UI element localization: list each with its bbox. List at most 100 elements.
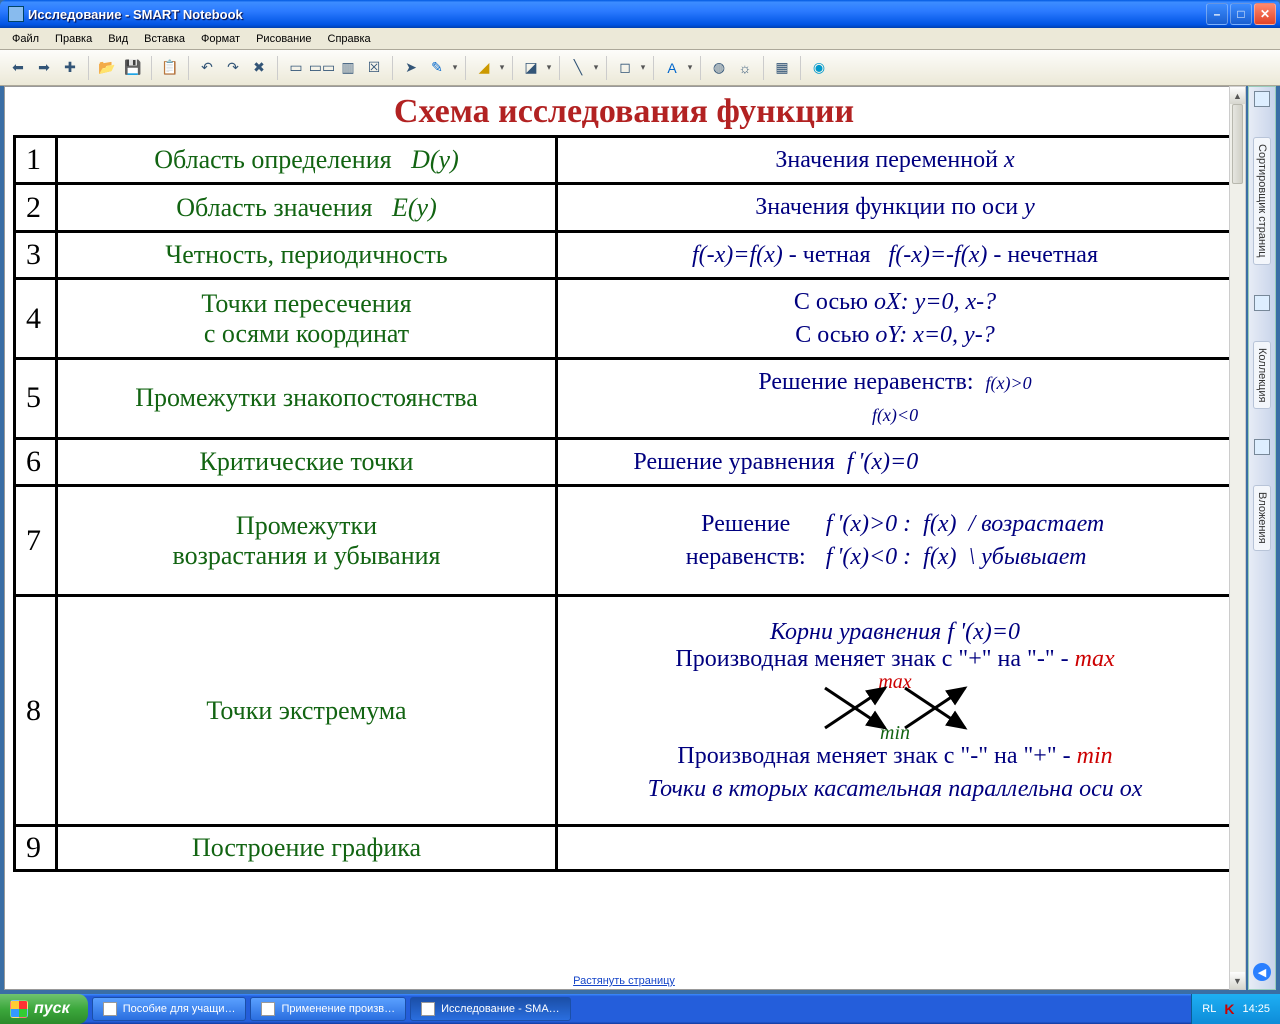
side-tab-collection[interactable]: Коллекция: [1253, 341, 1271, 409]
paste-icon[interactable]: 📋: [158, 56, 182, 80]
row-right: Значения функции по оси y: [557, 184, 1234, 231]
row-right: [557, 826, 1234, 871]
minimize-button[interactable]: –: [1206, 3, 1228, 25]
fill-icon[interactable]: ◍: [707, 56, 731, 80]
menubar: ФайлПравкаВидВставкаФорматРисованиеСправ…: [0, 28, 1280, 50]
taskbar: пуск Пособие для учащи… Применение произв…: [0, 994, 1280, 1024]
toolbar-separator: [88, 56, 89, 80]
toolbar-separator: [277, 56, 278, 80]
row-left: Область значения E(y): [57, 184, 557, 231]
table-row: 6Критические точкиРешение уравнения f '(…: [15, 438, 1234, 485]
taskbar-task[interactable]: Исследование - SMA…: [410, 997, 571, 1021]
pen-icon[interactable]: ✎: [425, 56, 449, 80]
arrow-right-icon[interactable]: ➡: [32, 56, 56, 80]
row-number: 9: [15, 826, 57, 871]
toolbar-separator: [392, 56, 393, 80]
toolbar-separator: [512, 56, 513, 80]
side-collapse-icon[interactable]: ◀: [1253, 963, 1271, 981]
function-study-table: 1Область определения D(y)Значения переме…: [13, 135, 1235, 872]
eraser-icon[interactable]: ◪: [519, 56, 543, 80]
toolbar-dropdown-icon[interactable]: ▾: [451, 62, 459, 73]
shape-icon[interactable]: ◻: [613, 56, 637, 80]
menu-item[interactable]: Справка: [320, 31, 379, 47]
workspace: Схема исследования функции 1Область опре…: [4, 86, 1244, 990]
menu-item[interactable]: Вставка: [136, 31, 193, 47]
table-row: 2Область значения E(y)Значения функции п…: [15, 184, 1234, 231]
table-row: 1Область определения D(y)Значения переме…: [15, 137, 1234, 184]
arrow-left-icon[interactable]: ⬅: [6, 56, 30, 80]
close-button[interactable]: ✕: [1254, 3, 1276, 25]
help-icon[interactable]: ◉: [807, 56, 831, 80]
row-left: Критические точки: [57, 438, 557, 485]
undo-icon[interactable]: ↶: [195, 56, 219, 80]
toolbar-dropdown-icon[interactable]: ▾: [545, 62, 553, 73]
table-row: 9Построение графика: [15, 826, 1234, 871]
line-icon[interactable]: ╲: [566, 56, 590, 80]
row-left: Промежутки знакопостоянства: [57, 358, 557, 438]
window-titlebar: Исследование - SMART Notebook – □ ✕: [0, 0, 1280, 28]
row-number: 2: [15, 184, 57, 231]
window-title: Исследование - SMART Notebook: [28, 7, 1206, 22]
row-right: С осью oX: y=0, x-?С осью oY: x=0, y-?: [557, 279, 1234, 359]
menu-item[interactable]: Формат: [193, 31, 248, 47]
menu-item[interactable]: Вид: [100, 31, 136, 47]
row-right: f(-x)=f(x) - четная f(-x)=-f(x) - нечетн…: [557, 231, 1234, 278]
task-label: Пособие для учащи…: [123, 1003, 236, 1015]
taskbar-task[interactable]: Применение произв…: [250, 997, 406, 1021]
row-number: 5: [15, 358, 57, 438]
side-icon[interactable]: [1254, 91, 1270, 107]
stretch-page-link[interactable]: Растянуть страницу: [573, 973, 675, 987]
folder-open-icon[interactable]: 📂: [95, 56, 119, 80]
language-indicator[interactable]: RL: [1202, 1003, 1216, 1015]
properties-icon[interactable]: ☼: [733, 56, 757, 80]
side-tab-sorter[interactable]: Сортировщик страниц: [1253, 137, 1271, 265]
text-icon[interactable]: A: [660, 56, 684, 80]
taskbar-task[interactable]: Пособие для учащи…: [92, 997, 247, 1021]
table-row: 8Точки экстремумаКорни уравнения f '(x)=…: [15, 596, 1234, 826]
menu-item[interactable]: Файл: [4, 31, 47, 47]
clock[interactable]: 14:25: [1242, 1003, 1270, 1015]
side-panel: Сортировщик страниц Коллекция Вложения ◀: [1248, 86, 1276, 990]
scroll-down-button[interactable]: ▼: [1230, 972, 1245, 989]
screen-shade-icon[interactable]: ▥: [336, 56, 360, 80]
menu-item[interactable]: Правка: [47, 31, 100, 47]
toolbar-separator: [763, 56, 764, 80]
side-icon[interactable]: [1254, 295, 1270, 311]
pointer-icon[interactable]: ➤: [399, 56, 423, 80]
row-number: 6: [15, 438, 57, 485]
vertical-scrollbar[interactable]: ▲ ▼: [1229, 86, 1246, 990]
kaspersky-icon[interactable]: K: [1224, 1001, 1234, 1017]
table-row: 7Промежуткивозрастания и убыванияРешение…: [15, 486, 1234, 596]
highlighter-icon[interactable]: ◢: [472, 56, 496, 80]
task-icon: [103, 1002, 117, 1016]
task-icon: [261, 1002, 275, 1016]
maximize-button[interactable]: □: [1230, 3, 1252, 25]
toolbar-dropdown-icon[interactable]: ▾: [686, 62, 694, 73]
delete-icon[interactable]: ✖: [247, 56, 271, 80]
side-icon[interactable]: [1254, 439, 1270, 455]
page: Схема исследования функции 1Область опре…: [5, 87, 1243, 989]
toolbar-dropdown-icon[interactable]: ▾: [592, 62, 600, 73]
table-icon[interactable]: ▦: [770, 56, 794, 80]
table-row: 3Четность, периодичностьf(-x)=f(x) - чет…: [15, 231, 1234, 278]
windows-logo-icon: [10, 1000, 28, 1018]
screen-icon[interactable]: ▭: [284, 56, 308, 80]
toolbar-dropdown-icon[interactable]: ▾: [639, 62, 647, 73]
row-left: Точки экстремума: [57, 596, 557, 826]
page-add-icon[interactable]: ✚: [58, 56, 82, 80]
capture-icon[interactable]: ☒: [362, 56, 386, 80]
row-right: Решение уравнения f '(x)=0: [557, 438, 1234, 485]
start-button[interactable]: пуск: [0, 994, 88, 1024]
scroll-thumb[interactable]: [1232, 104, 1243, 184]
row-left: Область определения D(y): [57, 137, 557, 184]
save-icon[interactable]: 💾: [121, 56, 145, 80]
toolbar-separator: [151, 56, 152, 80]
redo-icon[interactable]: ↷: [221, 56, 245, 80]
menu-item[interactable]: Рисование: [248, 31, 319, 47]
toolbar-dropdown-icon[interactable]: ▾: [498, 62, 506, 73]
dual-screen-icon[interactable]: ▭▭: [310, 56, 334, 80]
toolbar-separator: [606, 56, 607, 80]
side-tab-attachments[interactable]: Вложения: [1253, 485, 1271, 551]
scroll-up-button[interactable]: ▲: [1230, 87, 1245, 104]
task-icon: [421, 1002, 435, 1016]
